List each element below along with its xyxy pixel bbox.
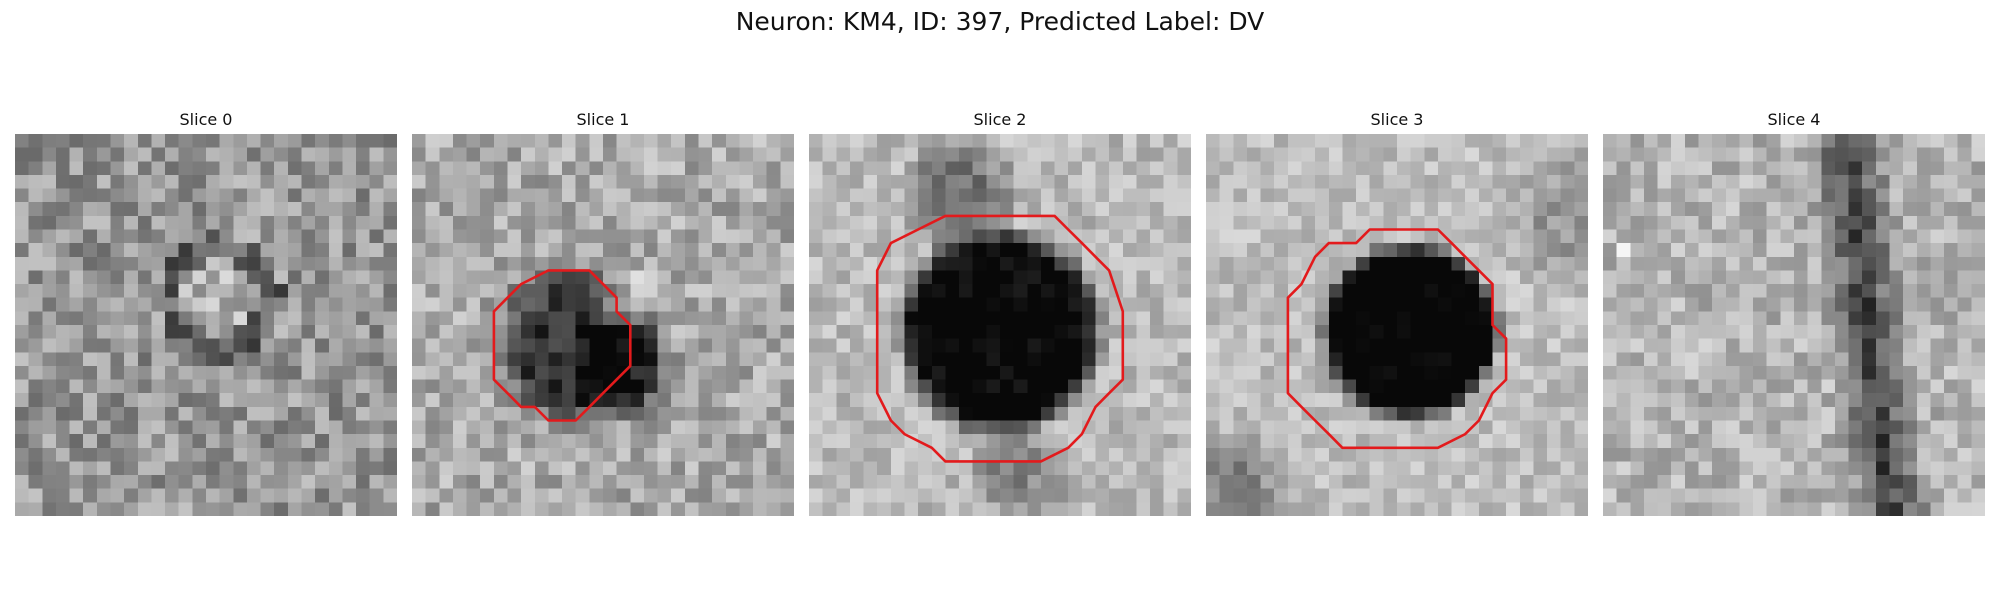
slice-title: Slice 1 — [576, 110, 630, 129]
slice-panel-1: Slice 1 — [412, 108, 794, 516]
slice-panel-3: Slice 3 — [1206, 108, 1588, 516]
slice-panel-0: Slice 0 — [15, 108, 397, 516]
segmentation-contour — [492, 269, 632, 422]
slice-image-3 — [1206, 134, 1588, 516]
slice-panel-4: Slice 4 — [1603, 108, 1985, 516]
slice-image-2 — [809, 134, 1191, 516]
segmentation-contour — [875, 214, 1125, 463]
slice-title: Slice 4 — [1767, 110, 1821, 129]
slice-title: Slice 3 — [1370, 110, 1424, 129]
slice-title: Slice 2 — [973, 110, 1027, 129]
slice-panel-2: Slice 2 — [809, 108, 1191, 516]
slice-title: Slice 0 — [179, 110, 233, 129]
slice-image-4 — [1603, 134, 1985, 516]
segmentation-contour — [1286, 228, 1508, 450]
figure-title: Neuron: KM4, ID: 397, Predicted Label: D… — [735, 7, 1265, 36]
slice-image-1 — [412, 134, 794, 516]
slice-image-0 — [15, 134, 397, 516]
